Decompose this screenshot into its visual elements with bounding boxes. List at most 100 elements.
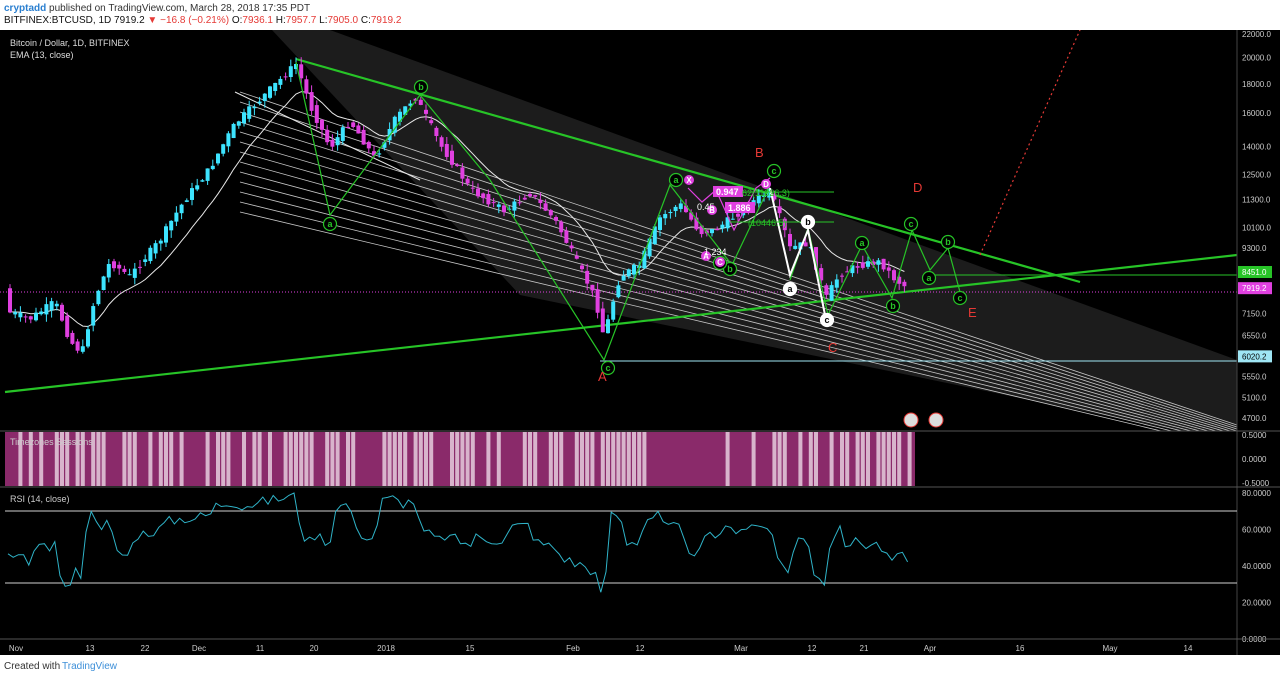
candle-body <box>694 217 699 230</box>
session-bar <box>346 432 350 486</box>
session-bar <box>28 432 33 486</box>
svg-text:c: c <box>908 219 913 229</box>
created-with-text: Created with <box>4 661 61 672</box>
candle-body <box>28 316 33 320</box>
candle-body <box>309 92 314 111</box>
candle-body <box>299 64 304 79</box>
last-price: 7919.2 <box>114 15 145 26</box>
candle-body <box>824 285 829 295</box>
session-bar <box>450 432 454 486</box>
candle-body <box>502 205 506 213</box>
channel-line <box>239 211 1164 431</box>
price-tick-label: 9300.0 <box>1242 244 1267 253</box>
candle-body <box>460 167 465 179</box>
harmonic-point-A: A <box>701 251 711 261</box>
tradingview-brand[interactable]: TradingView <box>62 661 118 672</box>
svg-text:c: c <box>771 166 776 176</box>
ratio-box-1 <box>713 186 743 197</box>
candle-body <box>231 123 236 139</box>
candle-body <box>647 238 652 257</box>
flag-icon-1[interactable] <box>903 412 919 428</box>
time-tick-label: Feb <box>566 644 580 653</box>
channel-lines <box>234 91 1237 431</box>
session-bar <box>496 432 501 486</box>
channel-line <box>239 201 1174 431</box>
candle-body <box>782 218 787 231</box>
time-tick-label: 11 <box>256 644 265 653</box>
wave-label-E: E <box>968 305 977 320</box>
session-bar <box>283 432 288 486</box>
candle-body <box>361 129 366 145</box>
harmonic-point-C: C <box>715 257 725 267</box>
price-tick-label: 7150.0 <box>1242 310 1267 319</box>
published-text: published on TradingView.com, March 28, … <box>49 3 311 14</box>
session-bar <box>840 432 844 486</box>
price-label-box <box>1238 282 1272 295</box>
candle-body <box>678 203 683 209</box>
white-wave <box>769 187 826 316</box>
price-tick-label: 11300.0 <box>1242 196 1271 205</box>
author-link[interactable]: cryptadd <box>4 3 47 14</box>
session-bar <box>96 432 101 486</box>
candle-body <box>496 204 501 207</box>
candle-body <box>767 188 772 198</box>
candle-body <box>444 143 449 157</box>
session-bar <box>876 432 881 486</box>
candle-body <box>247 106 252 119</box>
time-tick-label: 22 <box>141 644 150 653</box>
candle-body <box>112 261 116 269</box>
session-tick-label: 0.5000 <box>1242 431 1267 440</box>
candle-body <box>268 86 272 98</box>
flag-icon-2[interactable] <box>928 412 944 428</box>
session-bar <box>335 432 340 486</box>
ohlc-line: BITFINEX:BTCUSD, 1D 7919.2 ▼ −16.8 (−0.2… <box>4 15 402 26</box>
ema-legend: EMA (13, close) <box>10 50 74 60</box>
wave-label-b: b <box>413 79 429 95</box>
harmonic-point-D: D <box>761 179 771 189</box>
candle-body <box>122 268 127 272</box>
candle-body <box>325 129 330 143</box>
price-tick-label: 5550.0 <box>1242 373 1267 382</box>
candle-body <box>616 285 621 298</box>
candle-body <box>91 306 96 326</box>
candle-body <box>902 281 907 287</box>
candle-body <box>569 245 574 249</box>
price-tick-label: 22000.0 <box>1242 30 1271 39</box>
session-bar <box>548 432 553 486</box>
svg-text:c: c <box>957 293 962 303</box>
session-bar <box>637 432 642 486</box>
channel-line <box>239 91 1237 426</box>
candle-body <box>788 233 792 247</box>
candle-body <box>382 142 387 148</box>
chart-area[interactable]: Bitcoin / Dollar, 1D, BITFINEX EMA (13, … <box>0 30 1280 655</box>
candle-body <box>439 137 444 147</box>
session-bar <box>580 432 584 486</box>
session-bar <box>221 432 226 486</box>
candle-body <box>590 284 595 291</box>
session-bar <box>398 432 402 486</box>
session-tick-label: -0.5000 <box>1242 479 1270 488</box>
svg-text:X: X <box>686 176 692 185</box>
price-label-box <box>1238 350 1272 363</box>
session-bar <box>470 432 475 486</box>
candle-body <box>512 201 517 211</box>
price-panel[interactable]: Bitcoin / Dollar, 1D, BITFINEX EMA (13, … <box>0 30 1237 449</box>
candle-body <box>538 199 543 204</box>
channel-line <box>239 121 1237 431</box>
wave-label-B: B <box>755 145 764 160</box>
session-bar <box>845 432 850 486</box>
candle-body <box>517 202 522 204</box>
candle-body <box>392 116 397 133</box>
svg-text:B: B <box>709 206 715 215</box>
candle-body <box>455 164 460 167</box>
time-tick-label: May <box>1102 644 1117 653</box>
svg-text:a: a <box>787 284 793 294</box>
wave-zigzag-2 <box>789 225 961 317</box>
candle-body <box>710 229 714 234</box>
price-tick-label: 16000.0 <box>1242 109 1271 118</box>
session-bar <box>798 432 803 486</box>
candle-body <box>418 99 423 105</box>
session-bar <box>299 432 304 486</box>
session-bar <box>465 432 470 486</box>
